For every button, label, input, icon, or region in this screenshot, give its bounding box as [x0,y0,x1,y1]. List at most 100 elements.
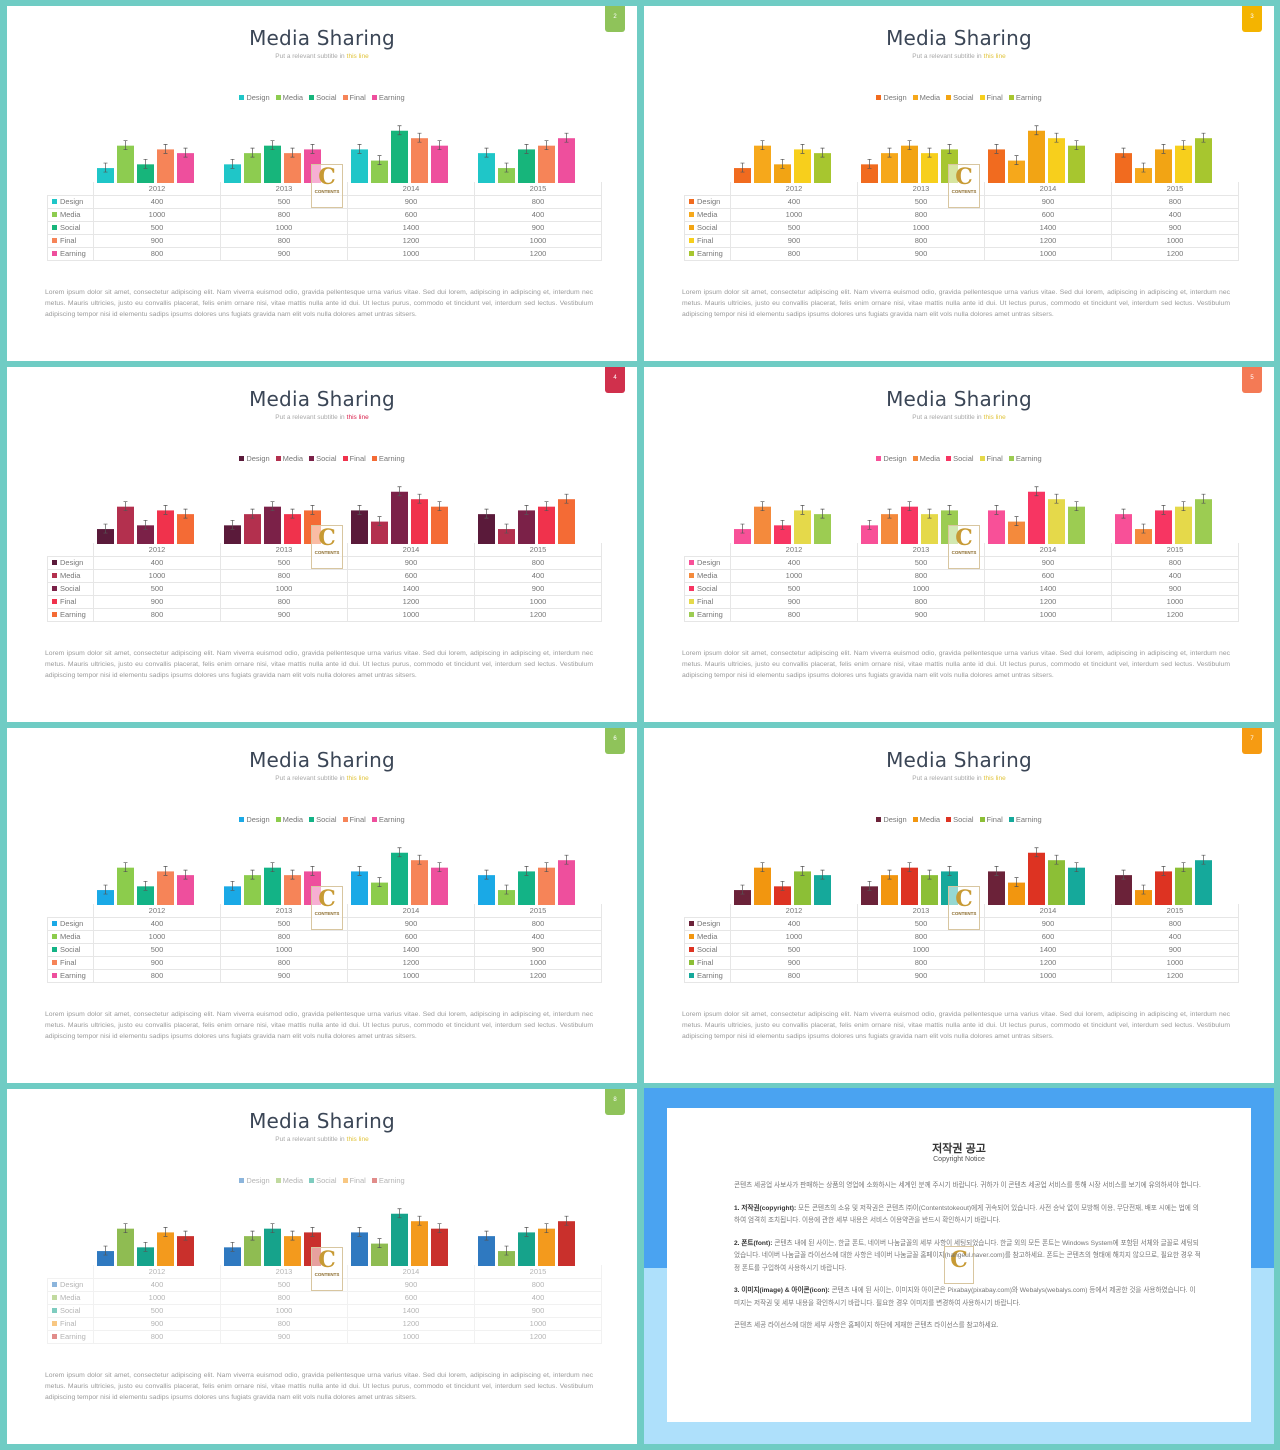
legend-swatch [309,95,315,100]
data-table: 2012 2013 2014 2015 Design 400 500 900 800 Media 1… [47,543,602,622]
slide[interactable]: 7 Media Sharing Put a relevant subtitle in… [644,728,1274,1083]
bar [498,168,515,183]
watermark-text: CONTENTS [314,911,340,916]
row-swatch [689,973,694,978]
error-bar [1054,854,1059,865]
bar-chart [734,486,1212,544]
table-cell: 900 [730,233,858,248]
table-cell: 900 [474,220,602,235]
error-bar [357,144,362,154]
row-name: Design [697,919,721,928]
legend-item: Media [912,93,940,102]
row-swatch [52,612,57,617]
table-cell: 900 [93,233,221,248]
notice-section-copyright: 1. 저작권(copyright): 모든 콘텐츠의 소유 및 저작권은 콘텐츠… [734,1203,1201,1228]
legend-item: Social [946,93,974,102]
subtitle-text: Put a relevant subtitle in [275,53,345,60]
table-cell: 800 [220,233,348,248]
bar [538,867,555,905]
error-bar [230,158,235,169]
error-bar [544,501,549,512]
row-label: Earning [684,246,731,261]
bar [921,875,938,905]
notice-section-heading: 3. 이미지(image) & 아이콘(icon): [734,1287,830,1294]
error-bar [1181,862,1186,873]
row-swatch [689,251,694,256]
table-row: Final 900 800 1200 1000 [47,233,602,248]
watermark-logo: C CONTENTS [311,164,343,208]
table-cell: 1200 [474,246,602,261]
table-cell: 1200 [984,233,1112,248]
slide[interactable]: 2 Media Sharing Put a relevant subtitle in… [7,6,637,361]
bar [814,514,831,544]
subtitle-highlight: this line [346,775,369,782]
error-bar [310,866,315,876]
error-bar [123,140,128,151]
bar [498,890,515,905]
legend-label: Social [316,1176,337,1185]
row-swatch [52,599,57,604]
table-cell: 400 [730,194,858,209]
table-cell: 400 [474,929,602,944]
error-bar [1201,132,1206,143]
legend-item: Design [239,454,270,463]
row-name: Media [697,932,718,941]
error-bar [397,125,402,136]
copyright-notice-slide[interactable]: 저작권 공고 Copyright Notice C 콘텐츠 세공업 사보사가 판… [644,1088,1274,1444]
bar [794,149,811,183]
table-cell: 800 [220,929,348,944]
row-name: Social [60,1306,81,1315]
error-bar [163,866,168,876]
slide-title: Media Sharing [249,1109,395,1133]
slide[interactable]: 6 Media Sharing Put a relevant subtitle in… [7,728,637,1083]
row-label: Social [684,220,731,235]
error-bar [437,501,442,512]
table-cell: 1000 [220,581,348,596]
slide[interactable]: 4 Media Sharing Put a relevant subtitle in… [7,367,637,722]
year-header: 2015 [474,182,602,196]
slide[interactable]: 3 Media Sharing Put a relevant subtitle in… [644,6,1274,361]
row-name: Design [697,197,721,206]
year-header: 2014 [984,182,1112,196]
error-bar [780,880,785,891]
notice-section-text: 모든 콘텐츠의 소유 및 저작권은 콘텐츠 ㈜이(Contentstokeout… [734,1204,1199,1225]
bar-chart [97,486,575,544]
watermark-text: CONTENTS [951,550,977,555]
bar [411,499,428,544]
slide-title: Media Sharing [886,387,1032,411]
slide[interactable]: 8 Media Sharing Put a relevant subtitle in… [7,1089,637,1444]
row-name: Design [60,558,84,567]
slide-subtitle: Put a relevant subtitle in this line [644,775,1274,782]
row-name: Earning [697,249,723,258]
error-bar [397,486,402,497]
bar [1115,153,1132,183]
legend-swatch [275,95,281,100]
year-header: 2012 [93,1265,221,1279]
bar [1028,491,1045,544]
watermark-text: CONTENTS [314,550,340,555]
table-cell: 500 [730,581,858,596]
table-cell: 400 [474,207,602,222]
row-label: Final [47,1316,94,1331]
legend-label: Final [349,93,366,102]
legend-item: Media [912,815,940,824]
error-bar [183,508,188,519]
bar [97,168,114,183]
legend-item: Media [912,454,940,463]
error-bar [183,869,188,880]
bar [538,506,555,544]
row-label: Final [47,594,94,609]
row-swatch [689,573,694,578]
row-name: Media [697,571,718,580]
error-bar [1054,132,1059,143]
slide[interactable]: 5 Media Sharing Put a relevant subtitle in… [644,367,1274,722]
table-corner [47,182,94,195]
bar [264,145,281,183]
row-name: Earning [697,610,723,619]
error-bar [290,147,295,158]
table-cell: 600 [984,207,1112,222]
table-cell: 1000 [1111,594,1239,609]
legend-item: Earning [1008,93,1042,102]
legend-item: Earning [371,454,405,463]
table-cell: 1000 [730,568,858,583]
